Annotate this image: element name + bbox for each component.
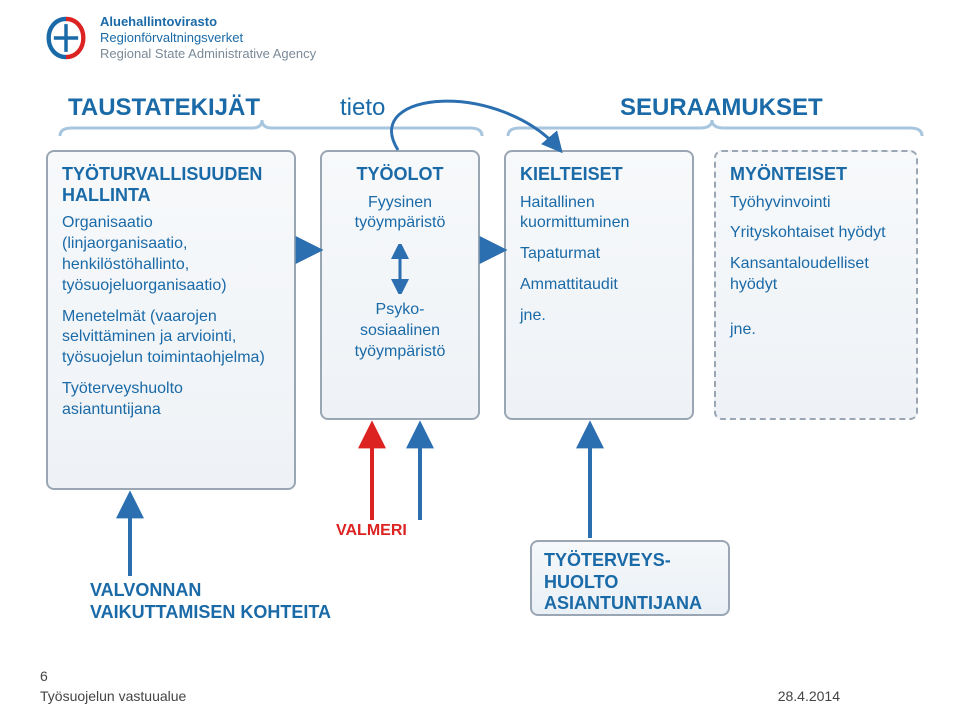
box-kielteiset: KIELTEISET Haitallinen kuormittuminen Ta… [504,150,694,420]
box-c-title: KIELTEISET [520,164,678,185]
box-a-p1: Organisaatio (linjaorganisaatio, henkilö… [62,213,280,296]
box-myonteiset: MYÖNTEISET Työhyvinvointi Yrityskohtaise… [714,150,918,420]
logo-line3: Regional State Administrative Agency [100,46,316,62]
logo-line2: Regionförvaltningsverket [100,30,316,46]
logo-line1: Aluehallintovirasto [100,14,316,30]
box-c-p3: Ammattitaudit [520,275,678,296]
box-hallinta: TYÖTURVALLISUUDEN HALLINTA Organisaatio … [46,150,296,490]
footer-left: Työsuojelun vastuualue [40,688,186,704]
box-d-p5: jne. [730,320,902,341]
page-number: 6 [40,668,48,684]
box-c-p4: jne. [520,306,678,327]
box-c-p2: Tapaturmat [520,244,678,265]
double-arrow-icon [385,244,415,294]
label-valvonnan: VALVONNAN VAIKUTTAMISEN KOHTEITA [90,580,331,623]
heading-seuraa: SEURAAMUKSET [620,94,823,122]
footer-date: 28.4.2014 [778,688,840,704]
box-tyoterveyshuolto: TYÖTERVEYS- HUOLTO ASIANTUNTIJANA [530,540,730,616]
box-c-p1: Haitallinen kuormittuminen [520,193,678,235]
heading-tausta: TAUSTATEKIJÄT [68,94,260,122]
box-a-p2: Menetelmät (vaarojen selvittäminen ja ar… [62,307,280,369]
box-tyoolot: TYÖOLOT Fyysinen työympäristö Psyko-sosi… [320,150,480,420]
box-d-p1: Työhyvinvointi [730,193,902,214]
logo-text: Aluehallintovirasto Regionförvaltningsve… [100,14,316,63]
box-b-title: TYÖOLOT [336,164,464,185]
box-d-p3: Kansantaloudelliset hyödyt [730,254,902,296]
label-valmeri: VALMERI [336,522,407,540]
agency-logo: Aluehallintovirasto Regionförvaltningsve… [40,12,316,64]
box-valm-l2: HUOLTO [544,572,716,594]
box-d-p2: Yrityskohtaiset hyödyt [730,223,902,244]
box-valm-l1: TYÖTERVEYS- [544,550,716,572]
box-a-p3: Työterveyshuolto asiantuntijana [62,379,280,421]
box-valm-l3: ASIANTUNTIJANA [544,593,716,615]
logo-icon [40,12,92,64]
heading-tieto: tieto [340,94,385,122]
box-b-p1: Fyysinen työympäristö [336,193,464,235]
valv-l2: VAIKUTTAMISEN KOHTEITA [90,602,331,624]
box-d-title: MYÖNTEISET [730,164,902,185]
box-a-title: TYÖTURVALLISUUDEN HALLINTA [62,164,280,205]
box-b-p2: Psyko-sosiaalinen työympäristö [336,300,464,362]
valv-l1: VALVONNAN [90,580,331,602]
